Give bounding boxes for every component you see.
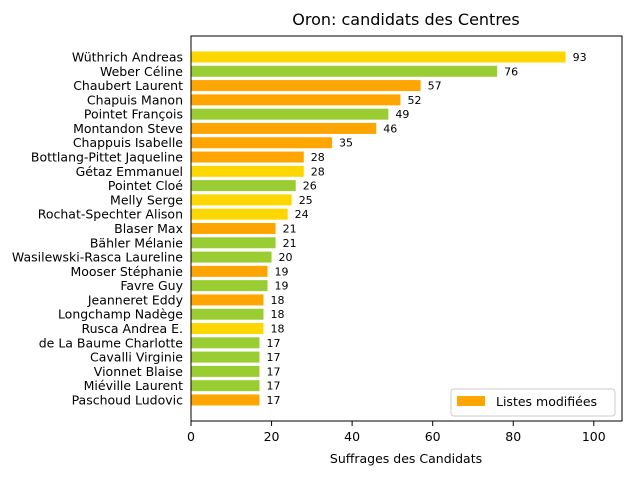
- value-label: 19: [275, 265, 289, 278]
- bars-group: [191, 51, 566, 406]
- value-label: 17: [266, 380, 280, 393]
- category-label: Melly Serge: [110, 192, 183, 207]
- value-label: 25: [299, 194, 313, 207]
- bar: [191, 237, 276, 249]
- value-label: 18: [271, 294, 285, 307]
- x-tick-label: 0: [187, 429, 195, 444]
- value-label: 17: [266, 394, 280, 407]
- value-label: 76: [504, 65, 518, 78]
- value-label: 20: [279, 251, 293, 264]
- category-label: Wüthrich Andreas: [72, 50, 183, 65]
- category-label: Vionnet Blaise: [94, 364, 184, 379]
- bar: [191, 65, 498, 77]
- bar: [191, 222, 276, 234]
- category-label: Pointet Cloé: [108, 178, 183, 193]
- bar: [191, 251, 272, 263]
- category-label: Mooser Stéphanie: [70, 264, 183, 279]
- category-label: Weber Céline: [100, 64, 183, 79]
- category-label: Bähler Mélanie: [90, 235, 183, 250]
- legend: Listes modifiées: [450, 388, 616, 417]
- legend-box: [450, 388, 616, 417]
- category-label: Jeanneret Eddy: [87, 292, 184, 307]
- bar: [191, 365, 260, 377]
- x-tick-label: 80: [505, 429, 521, 444]
- value-label: 18: [271, 323, 285, 336]
- category-label: Blaser Max: [114, 221, 183, 236]
- bar: [191, 351, 260, 363]
- category-label: Chapuis Manon: [87, 92, 183, 107]
- legend-label: Listes modifiées: [496, 394, 597, 409]
- bar: [191, 51, 566, 63]
- value-label: 17: [266, 365, 280, 378]
- bar: [191, 165, 304, 177]
- category-label: Rochat-Spechter Alison: [38, 207, 183, 222]
- value-label: 49: [395, 108, 409, 121]
- value-label: 93: [573, 51, 587, 64]
- bar: [191, 294, 264, 306]
- category-label: Rusca Andrea E.: [81, 321, 183, 336]
- bar: [191, 151, 304, 163]
- x-tick-label: 100: [582, 429, 606, 444]
- bar: [191, 208, 288, 220]
- bar: [191, 94, 401, 106]
- bar: [191, 265, 268, 277]
- category-label: Bottlang-Pittet Jaqueline: [31, 150, 183, 165]
- value-label: 21: [283, 237, 297, 250]
- category-label: de La Baume Charlotte: [39, 335, 184, 350]
- plot-frame: [190, 35, 623, 422]
- category-label: Wasilewski-Rasca Laureline: [12, 250, 183, 265]
- category-label: Longchamp Nadège: [58, 307, 183, 322]
- value-label: 35: [339, 137, 353, 150]
- bar: [191, 108, 389, 120]
- legend-swatch: [457, 396, 485, 406]
- bar: [191, 394, 260, 406]
- category-label: Montandon Steve: [73, 121, 183, 136]
- value-label: 26: [303, 180, 317, 193]
- category-label: Paschoud Ludovic: [72, 392, 184, 407]
- bar: [191, 122, 377, 134]
- value-label: 18: [271, 308, 285, 321]
- bar: [191, 194, 292, 206]
- bar: [191, 380, 260, 392]
- category-label: Favre Guy: [120, 278, 183, 293]
- value-label: 28: [311, 165, 325, 178]
- category-label: Pointet François: [84, 107, 183, 122]
- bar: [191, 323, 264, 335]
- value-label: 28: [311, 151, 325, 164]
- value-label: 21: [283, 222, 297, 235]
- x-tick-label: 40: [344, 429, 360, 444]
- x-ticks-group: 0 20 40 60 80 100: [187, 421, 606, 444]
- bar: [191, 280, 268, 292]
- bar: [191, 308, 264, 320]
- category-label: Miéville Laurent: [84, 378, 183, 393]
- category-label: Chaubert Laurent: [73, 78, 183, 93]
- value-label: 52: [407, 94, 421, 107]
- chart-title: Oron: candidats des Centres: [292, 10, 519, 29]
- bar: [191, 180, 296, 192]
- value-labels-group: 9376575249463528282625242121201919181818…: [266, 51, 586, 407]
- category-label: Gétaz Emmanuel: [76, 164, 183, 179]
- bar: [191, 80, 421, 92]
- category-label: Cavalli Virginie: [90, 350, 183, 365]
- bar: [191, 337, 260, 349]
- x-tick-label: 60: [425, 429, 441, 444]
- value-label: 17: [266, 337, 280, 350]
- bar: [191, 137, 332, 149]
- x-tick-label: 20: [264, 429, 280, 444]
- x-axis-label: Suffrages des Candidats: [330, 451, 482, 466]
- value-label: 19: [275, 280, 289, 293]
- category-label: Chappuis Isabelle: [73, 135, 183, 150]
- value-label: 57: [428, 80, 442, 93]
- value-label: 17: [266, 351, 280, 364]
- value-label: 46: [383, 122, 397, 135]
- value-label: 24: [295, 208, 309, 221]
